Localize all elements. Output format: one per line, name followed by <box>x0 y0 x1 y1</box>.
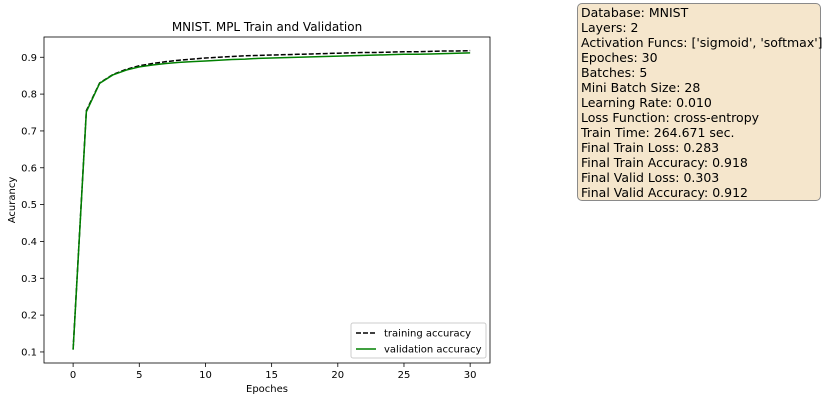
y-axis: 0.1 0.2 0.3 0.4 0.5 0.6 0.7 0.8 0.9 <box>21 53 44 358</box>
y-tick-label: 0.5 <box>21 200 37 211</box>
info-line: Loss Function: cross-entropy <box>581 110 760 125</box>
series-layer <box>72 49 471 350</box>
x-tick-label: 25 <box>398 370 411 381</box>
y-tick-label: 0.8 <box>21 90 37 101</box>
x-tick-label: 0 <box>70 370 76 381</box>
x-axis: 0 5 10 15 20 25 30 <box>70 363 477 381</box>
info-line: Learning Rate: 0.010 <box>581 95 712 110</box>
info-line: Database: MNIST <box>581 5 689 20</box>
y-tick-label: 0.2 <box>21 311 37 322</box>
y-tick-label: 0.7 <box>21 126 37 137</box>
info-line: Final Valid Loss: 0.303 <box>581 170 720 185</box>
info-line: Layers: 2 <box>581 20 639 35</box>
legend-label-validation: validation accuracy <box>384 345 482 356</box>
legend-box <box>350 322 487 359</box>
info-line: Epoches: 30 <box>581 50 658 65</box>
y-tick-label: 0.6 <box>21 163 37 174</box>
plot-frame <box>43 36 491 364</box>
y-tick-label: 0.4 <box>21 237 37 248</box>
legend: training accuracy validation accuracy <box>350 322 487 359</box>
info-line: Mini Batch Size: 28 <box>581 80 701 95</box>
info-line: Final Valid Accuracy: 0.912 <box>581 185 749 200</box>
x-tick-label: 5 <box>136 370 142 381</box>
x-tick-label: 10 <box>199 370 212 381</box>
validation-accuracy-line <box>72 52 471 350</box>
y-tick-label: 0.9 <box>21 53 37 64</box>
accuracy-chart: MNIST. MPL Train and Validation 0 5 10 15 20… <box>7 20 491 395</box>
x-axis-title: Epoches <box>246 384 288 395</box>
x-tick-label: 15 <box>265 370 278 381</box>
info-line: Activation Funcs: ['sigmoid', 'softmax'] <box>581 35 823 50</box>
x-tick-label: 20 <box>331 370 344 381</box>
chart-title: MNIST. MPL Train and Validation <box>172 20 362 34</box>
info-line: Train Time: 264.671 sec. <box>581 125 735 140</box>
info-line: Batches: 5 <box>581 65 648 80</box>
y-tick-label: 0.1 <box>21 347 37 358</box>
info-box: Database: MNIST Layers: 2 Activation Fun… <box>577 3 823 201</box>
y-tick-label: 0.3 <box>21 274 37 285</box>
legend-label-training: training accuracy <box>384 329 471 340</box>
y-axis-title: Acurancy <box>7 177 18 224</box>
training-accuracy-line <box>72 49 471 350</box>
x-tick-label: 30 <box>464 370 477 381</box>
info-line: Final Train Loss: 0.283 <box>581 140 720 155</box>
info-line: Final Train Accuracy: 0.918 <box>581 155 748 170</box>
